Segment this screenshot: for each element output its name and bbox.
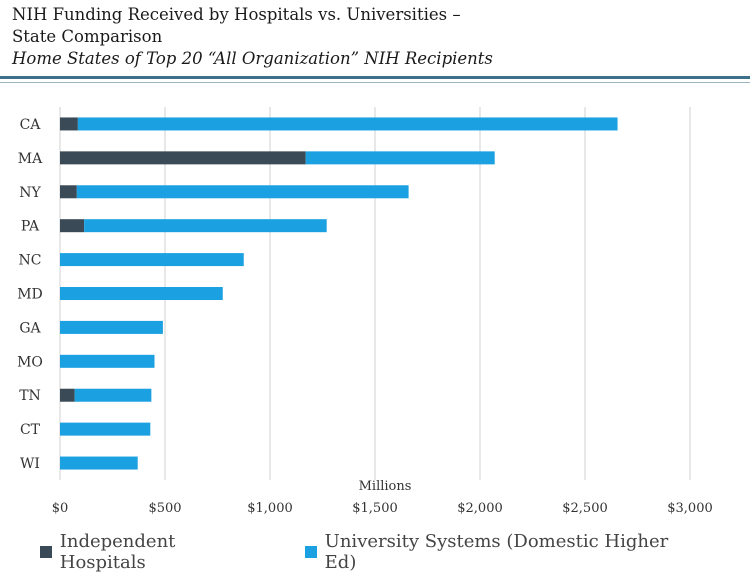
x-axis-title: Millions (359, 479, 412, 494)
x-tick-label: $2,000 (457, 501, 503, 516)
x-tick-label: $3,000 (667, 501, 713, 516)
x-tick-label: $1,500 (352, 501, 398, 516)
category-label: GA (19, 320, 41, 336)
category-label: MO (17, 354, 43, 370)
bar-segment-hospitals (60, 388, 75, 402)
category-label: MA (18, 151, 43, 167)
chart-header: NIH Funding Received by Hospitals vs. Un… (12, 4, 742, 70)
legend-item-hospitals: Independent Hospitals (40, 531, 263, 573)
bar-segment-universities (77, 117, 618, 131)
bar-segment-universities (76, 185, 409, 199)
x-tick-label: $0 (52, 501, 69, 516)
x-tick-label: $500 (148, 501, 181, 516)
chart-title-line-1: NIH Funding Received by Hospitals vs. Un… (12, 5, 461, 24)
bar-segment-hospitals (60, 151, 306, 165)
legend-swatch-hospitals (40, 546, 52, 558)
chart-subtitle: Home States of Top 20 “All Organization”… (12, 49, 493, 68)
bar-segment-universities (60, 253, 244, 267)
bar-segment-universities (60, 287, 223, 300)
legend-label-universities: University Systems (Domestic Higher Ed) (324, 531, 669, 573)
bar-segment-universities (60, 320, 163, 334)
gridlines (59, 107, 691, 480)
header-divider-thin (0, 82, 750, 83)
category-label: MD (17, 287, 43, 303)
category-labels: CA MA NY PA NC MD GA MO TN CT WI (17, 117, 43, 472)
legend: Independent Hospitals University Systems… (40, 531, 740, 573)
bar-segment-universities (305, 151, 495, 165)
legend-label-hospitals: Independent Hospitals (59, 531, 176, 573)
bar-segment-universities (74, 388, 152, 402)
legend-item-universities: University Systems (Domestic Higher Ed) (304, 531, 698, 573)
bar-segment-universities (60, 354, 155, 368)
header-divider (0, 76, 750, 79)
bar-segment-universities (60, 422, 151, 436)
chart-title-line-2: State Comparison (12, 27, 163, 46)
category-label: WI (20, 456, 40, 472)
legend-swatch-universities (304, 546, 317, 558)
category-label: TN (19, 388, 41, 404)
category-label: NC (19, 253, 42, 269)
category-label: CT (20, 422, 41, 438)
bar-segment-universities (84, 219, 327, 233)
x-axis-tick-labels: $0 $500 $1,000 $1,500 $2,000 $2,500 $3,000 (52, 501, 713, 516)
category-label: CA (20, 117, 42, 133)
bar-segment-hospitals (60, 219, 85, 233)
category-label: PA (21, 219, 40, 235)
bar-segment-hospitals (60, 185, 77, 199)
bars (60, 117, 618, 470)
bar-segment-universities (60, 456, 138, 470)
bar-chart: CA MA NY PA NC MD GA MO TN CT WI $0 $500 $1,000 $1,50… (17, 107, 713, 516)
category-label: NY (19, 185, 41, 201)
x-tick-label: $1,000 (247, 501, 293, 516)
bar-segment-hospitals (60, 117, 78, 131)
x-tick-label: $2,500 (562, 501, 608, 516)
